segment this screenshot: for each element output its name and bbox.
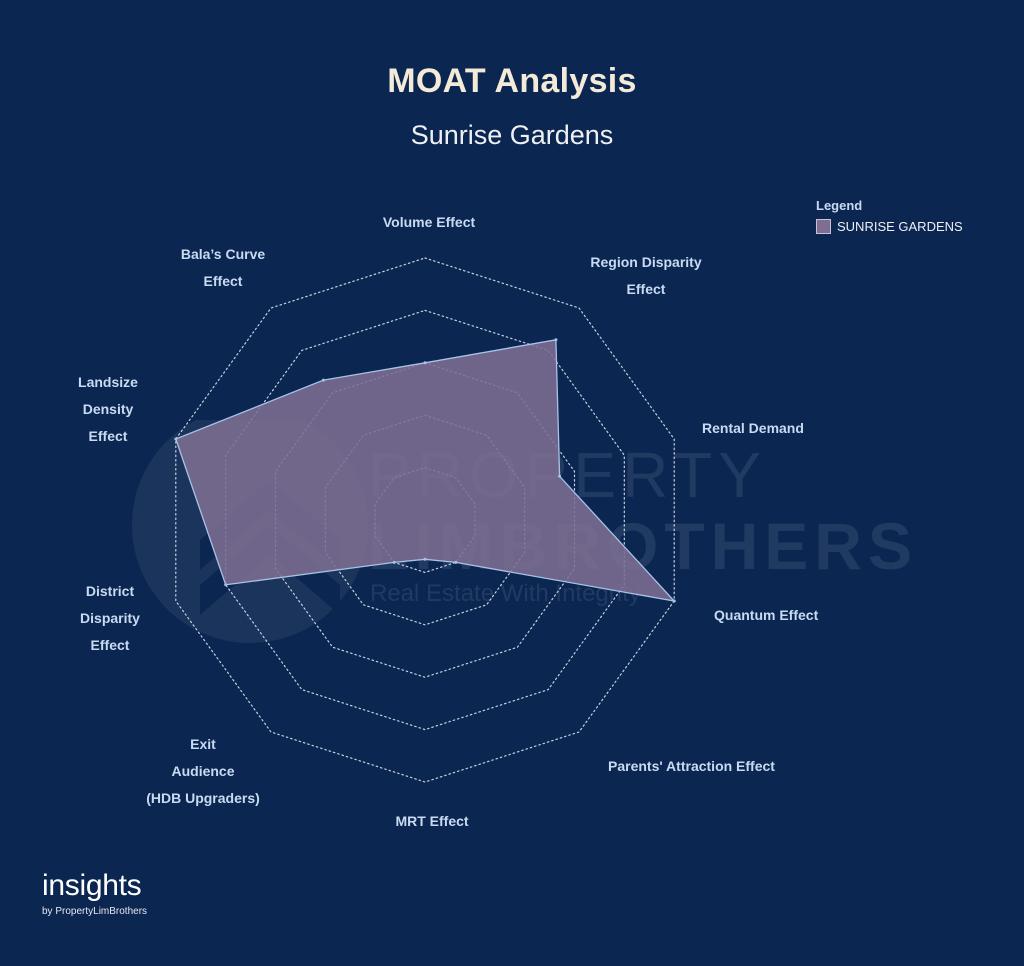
axis-label-line: District: [85, 583, 135, 599]
legend: Legend SUNRISE GARDENS: [816, 198, 963, 234]
axis-label-line: Disparity: [80, 610, 140, 626]
data-point[interactable]: [174, 437, 178, 441]
axis-label: Region Disparity Effect: [586, 249, 706, 303]
axis-label: Exit Audience (HDB Upgraders): [138, 731, 268, 812]
brand-name: insights: [42, 869, 142, 902]
data-point[interactable]: [423, 361, 427, 365]
axis-label-line: Effect: [626, 281, 666, 297]
chart-subtitle: Sunrise Gardens: [410, 120, 614, 150]
axis-label-line: Bala’s Curve: [180, 246, 266, 262]
legend-label: SUNRISE GARDENS: [837, 219, 963, 234]
data-point[interactable]: [554, 338, 558, 342]
grid-ring: [175, 257, 675, 783]
brand-logo: insights by PropertyLimBrothers: [42, 869, 148, 918]
axis-label-line: MRT Effect: [395, 813, 469, 829]
axis-label-line: Effect: [90, 637, 130, 653]
chart-title: MOAT Analysis: [387, 62, 637, 100]
data-point[interactable]: [672, 599, 676, 603]
axis-label-line: Rental Demand: [702, 420, 804, 436]
axis-label: Volume Effect: [380, 209, 478, 236]
axis-label-line: Effect: [88, 428, 128, 444]
data-point[interactable]: [454, 560, 458, 564]
data-point[interactable]: [392, 560, 396, 564]
legend-item[interactable]: SUNRISE GARDENS: [816, 219, 963, 234]
axis-label: Bala’s Curve Effect: [168, 241, 278, 295]
legend-swatch: [816, 219, 831, 234]
axis-label: Quantum Effect: [714, 602, 844, 629]
axis-label-line: Quantum Effect: [714, 607, 819, 623]
axis-label: Rental Demand: [702, 415, 822, 442]
axis-label: MRT Effect: [380, 808, 484, 835]
axis-label-line: Effect: [203, 273, 243, 289]
axis-label-line: Landsize: [78, 374, 138, 390]
data-point[interactable]: [321, 378, 325, 382]
axis-label-line: (HDB Upgraders): [146, 790, 260, 806]
axis-label: Parents' Attraction Effect: [608, 753, 808, 780]
series-area[interactable]: [174, 339, 676, 602]
axis-label-line: Density: [82, 401, 134, 417]
data-point[interactable]: [224, 583, 228, 587]
data-point[interactable]: [423, 557, 427, 561]
axis-label: Landsize Density Effect: [62, 369, 154, 450]
axis-label: District Disparity Effect: [62, 578, 158, 659]
axis-label-line: Volume Effect: [382, 214, 476, 230]
axis-label-line: Region Disparity: [590, 254, 702, 270]
brand-tagline: by PropertyLimBrothers: [42, 906, 148, 917]
data-point[interactable]: [558, 474, 562, 478]
axis-label-line: Parents' Attraction Effect: [608, 758, 775, 774]
axis-label-line: Audience: [171, 763, 235, 779]
axis-label-line: Exit: [190, 736, 216, 752]
legend-title: Legend: [816, 198, 863, 213]
